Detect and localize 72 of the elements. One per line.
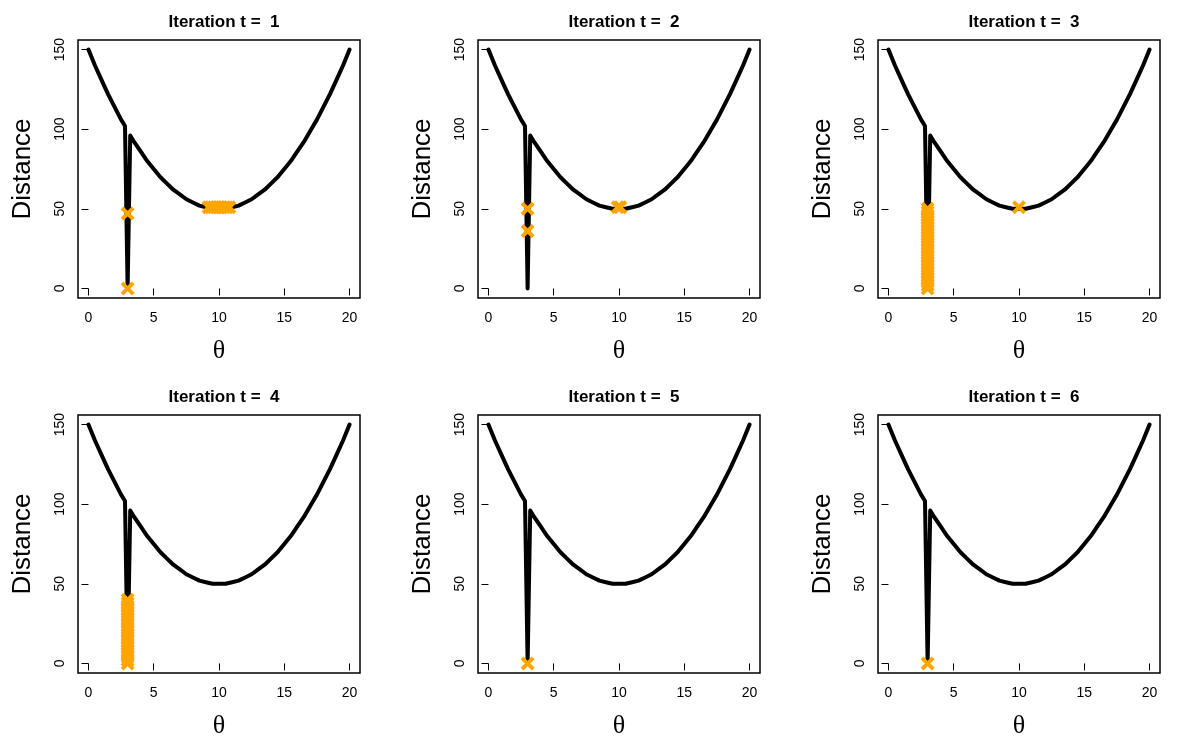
x-axis-title: θ — [1012, 334, 1026, 364]
y-tick-label: 150 — [851, 37, 867, 62]
x-tick-label: 20 — [1141, 684, 1158, 700]
x-tick-label: 5 — [149, 684, 158, 700]
x-axis-title: θ — [212, 709, 226, 739]
x-tick-label: 5 — [549, 684, 558, 700]
x-tick-label: 5 — [949, 684, 958, 700]
y-tick-label: 0 — [51, 284, 67, 293]
y-tick-label: 100 — [51, 492, 67, 516]
y-tick-label: 0 — [851, 284, 867, 293]
y-axis-title: Distance — [806, 493, 836, 595]
x-tick-label: 20 — [341, 684, 358, 700]
x-tick-label: 15 — [676, 684, 693, 700]
x-tick-label: 20 — [1141, 309, 1158, 325]
y-tick-label: 50 — [851, 575, 867, 592]
chart-title: Iteration t = 1 — [168, 12, 280, 31]
x-tick-label: 5 — [949, 309, 958, 325]
y-tick-label: 150 — [451, 412, 467, 437]
x-tick-label: 10 — [1011, 684, 1027, 700]
x-tick-label: 0 — [884, 684, 893, 700]
x-tick-label: 0 — [84, 309, 93, 325]
x-tick-label: 15 — [1076, 684, 1093, 700]
x-tick-label: 0 — [484, 684, 493, 700]
y-tick-label: 150 — [851, 412, 867, 437]
y-axis-title: Distance — [406, 118, 436, 220]
y-tick-label: 50 — [451, 575, 467, 592]
x-axis-title: θ — [612, 334, 626, 364]
y-tick-label: 100 — [851, 117, 867, 141]
x-tick-label: 5 — [149, 309, 158, 325]
x-tick-label: 15 — [1076, 309, 1093, 325]
x-tick-label: 15 — [276, 684, 293, 700]
y-tick-label: 100 — [451, 492, 467, 516]
chart-title: Iteration t = 3 — [968, 12, 1080, 31]
x-tick-label: 0 — [484, 309, 493, 325]
y-tick-label: 50 — [51, 200, 67, 217]
x-tick-label: 5 — [549, 309, 558, 325]
y-axis-title: Distance — [6, 118, 36, 220]
chart-title: Iteration t = 6 — [968, 387, 1080, 406]
y-tick-label: 0 — [451, 659, 467, 668]
chart-title: Iteration t = 2 — [568, 12, 680, 31]
y-tick-label: 0 — [451, 284, 467, 293]
x-tick-label: 15 — [276, 309, 293, 325]
x-tick-label: 20 — [741, 309, 758, 325]
y-tick-label: 50 — [851, 200, 867, 217]
x-tick-label: 10 — [611, 684, 627, 700]
chart-title: Iteration t = 5 — [568, 387, 680, 406]
x-axis-title: θ — [1012, 709, 1026, 739]
x-tick-label: 10 — [1011, 309, 1027, 325]
y-tick-label: 150 — [451, 37, 467, 62]
x-tick-label: 0 — [884, 309, 893, 325]
x-tick-label: 15 — [676, 309, 693, 325]
y-tick-label: 150 — [51, 412, 67, 437]
x-tick-label: 10 — [211, 684, 227, 700]
y-tick-label: 100 — [451, 117, 467, 141]
y-axis-title: Distance — [6, 493, 36, 595]
y-tick-label: 150 — [51, 37, 67, 62]
y-tick-label: 100 — [851, 492, 867, 516]
y-axis-title: Distance — [806, 118, 836, 220]
chart-title: Iteration t = 4 — [168, 387, 281, 406]
x-tick-label: 20 — [341, 309, 358, 325]
y-tick-label: 100 — [51, 117, 67, 141]
y-tick-label: 0 — [51, 659, 67, 668]
y-axis-title: Distance — [406, 493, 436, 595]
x-tick-label: 10 — [211, 309, 227, 325]
x-axis-title: θ — [612, 709, 626, 739]
x-axis-title: θ — [212, 334, 226, 364]
x-tick-label: 20 — [741, 684, 758, 700]
x-tick-label: 10 — [611, 309, 627, 325]
y-tick-label: 50 — [451, 200, 467, 217]
y-tick-label: 0 — [851, 659, 867, 668]
y-tick-label: 50 — [51, 575, 67, 592]
x-tick-label: 0 — [84, 684, 93, 700]
